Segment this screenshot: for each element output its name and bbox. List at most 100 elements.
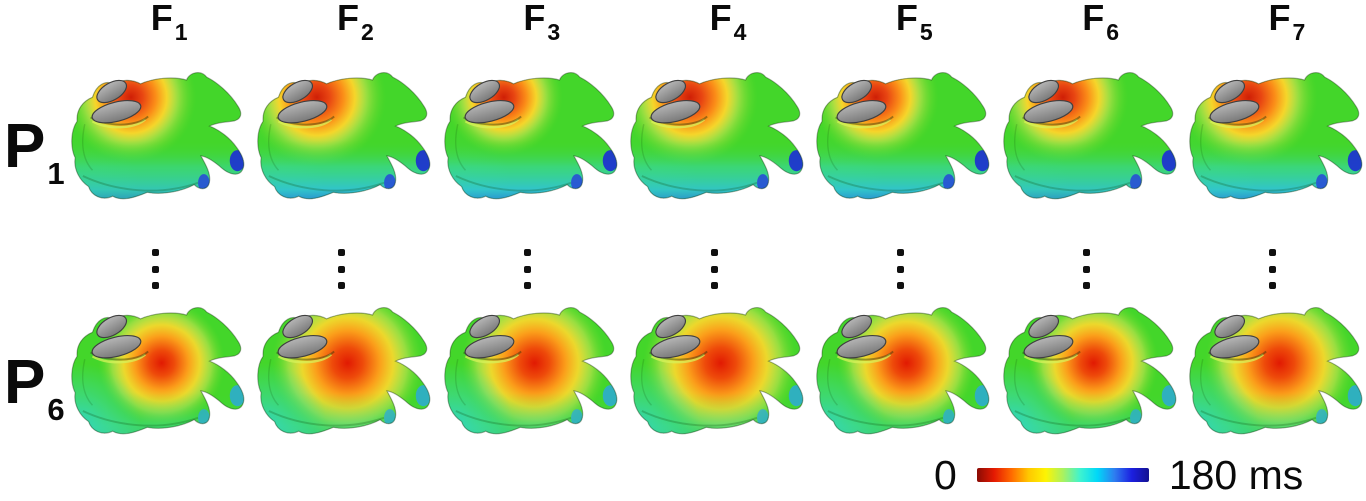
header-subscript: 2 [361, 19, 374, 46]
vein-ostium-lower [91, 335, 142, 359]
vein-ostium-upper [1214, 79, 1245, 104]
left-crease [82, 359, 94, 406]
map-surface [816, 72, 989, 199]
ellipsis-dot [337, 265, 345, 273]
vein-ostium-lower [277, 100, 328, 124]
bottom-crease [827, 410, 944, 427]
column-header-F5: F5 [807, 0, 993, 58]
atrium-outline [816, 72, 990, 200]
vein-ostium-lower [464, 335, 514, 359]
atrium-map-svg [71, 307, 245, 435]
late-activation-toe [1129, 174, 1142, 192]
left-crease [1199, 359, 1211, 406]
vein-ostium-lower [1209, 100, 1260, 124]
vein-ostium-upper [1027, 79, 1059, 104]
ellipsis-dot [524, 282, 532, 289]
column-header-F7: F7 [1180, 0, 1366, 58]
header-subscript: 1 [174, 19, 188, 46]
vertical-ellipsis-F4 [621, 249, 807, 289]
vertical-ellipsis-F6 [994, 249, 1180, 289]
bottom-crease [1200, 175, 1317, 192]
late-activation-tip [788, 150, 803, 172]
column-header-F1: F1 [62, 0, 248, 58]
ostium-rim-highlight [650, 353, 705, 364]
row-label-P6: P6 [4, 352, 65, 426]
late-activation-toe [1315, 174, 1328, 192]
late-activation-tip [602, 150, 617, 172]
late-activation-toe [570, 174, 583, 192]
ellipsis-dot [337, 249, 345, 256]
bottom-crease [82, 410, 199, 427]
ostium-rim-highlight [278, 353, 333, 364]
activation-map-P6-F4 [615, 298, 807, 453]
colorbar-gradient [976, 468, 1149, 482]
ellipsis-dot [1083, 282, 1091, 289]
map-surface [816, 307, 989, 434]
activation-map-P1-F4 [615, 63, 807, 218]
late-activation-tip [1161, 385, 1176, 407]
vein-ostium-upper [841, 314, 873, 339]
atrium-map-svg [443, 72, 617, 200]
late-activation-tip [788, 385, 803, 407]
map-surface [1003, 72, 1176, 199]
ostium-rim-highlight [464, 353, 519, 364]
late-activation-tip [229, 385, 244, 407]
header-subscript: 5 [919, 19, 933, 46]
bottom-crease [455, 410, 571, 427]
ellipsis-dot [1269, 249, 1277, 256]
map-surface [258, 307, 431, 434]
ostium-rim-highlight [1023, 353, 1078, 364]
late-activation-toe [384, 174, 396, 192]
vein-ostium-lower [1209, 335, 1260, 359]
vein-ostium-upper [468, 314, 500, 339]
map-surface [258, 72, 431, 199]
vein-ostium-upper [655, 314, 686, 339]
header-base: F [523, 0, 546, 38]
atrium-map-svg [257, 72, 431, 200]
ellipsis-dot [710, 249, 718, 256]
atrium-outline [630, 307, 804, 435]
ellipsis-dot [710, 282, 718, 289]
column-header-F2: F2 [248, 0, 434, 58]
activation-map-P6-F2 [242, 298, 434, 453]
vertical-ellipsis-F7 [1180, 249, 1366, 289]
atrium-map-svg [816, 307, 990, 435]
late-activation-toe [198, 409, 210, 427]
activation-map-P1-F6 [988, 63, 1180, 218]
header-base: F [150, 0, 173, 38]
vertical-ellipsis-F2 [248, 249, 434, 289]
vein-ostium-upper [841, 79, 873, 104]
vertical-ellipsis-F1 [62, 249, 248, 289]
activation-map-P6-F6 [988, 298, 1180, 453]
ostium-rim-highlight [837, 353, 892, 364]
ellipsis-dot [896, 265, 904, 273]
ellipsis-dot [524, 265, 532, 273]
ostium-rim-highlight [464, 118, 519, 129]
map-surface [1189, 307, 1362, 434]
left-crease [268, 124, 280, 171]
activation-map-P6-F7 [1174, 298, 1366, 453]
activation-map-P1-F7 [1174, 63, 1366, 218]
atrium-map-svg [257, 307, 431, 435]
ellipsis-dot [896, 282, 904, 289]
late-activation-toe [756, 174, 769, 192]
ellipsis-dot [1269, 282, 1277, 289]
ellipsis-dot [710, 265, 718, 273]
header-base: F [1268, 0, 1291, 38]
ellipsis-dot [151, 249, 159, 256]
atrium-map-svg [443, 307, 617, 435]
late-activation-tip [1161, 150, 1176, 172]
atrium-outline [816, 307, 990, 435]
ostium-rim-highlight [1023, 118, 1078, 129]
left-crease [454, 124, 466, 171]
activation-map-P6-F5 [801, 298, 993, 453]
vein-ostium-lower [650, 335, 701, 359]
activation-map-P6-F1 [56, 298, 248, 453]
colorbar-min-label: 0 [934, 451, 957, 498]
bottom-crease [1013, 175, 1130, 192]
row-label-P1: P1 [4, 116, 65, 190]
ostium-rim-highlight [278, 118, 333, 129]
map-surface [1003, 307, 1176, 434]
row-label-base: P [4, 348, 46, 417]
